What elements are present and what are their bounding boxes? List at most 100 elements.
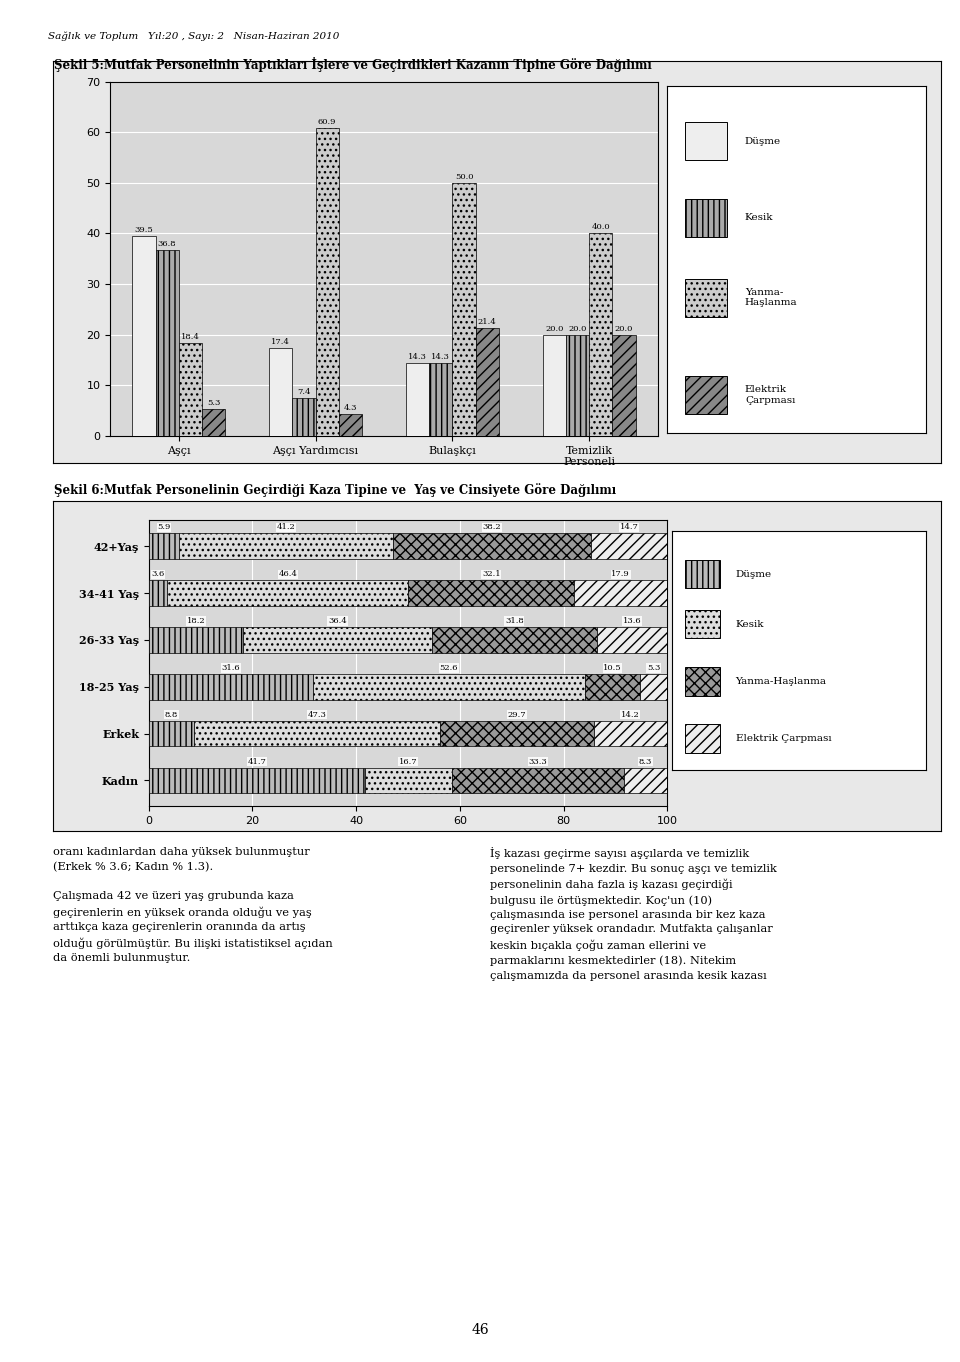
Text: Düşme: Düşme — [735, 569, 772, 579]
Text: 18.2: 18.2 — [186, 617, 205, 625]
Bar — [589, 233, 612, 436]
Bar — [475, 328, 499, 436]
Text: 41.7: 41.7 — [248, 757, 266, 765]
Text: 16.7: 16.7 — [399, 757, 418, 765]
Text: 8.3: 8.3 — [639, 757, 653, 765]
Text: 36.4: 36.4 — [328, 617, 347, 625]
Bar — [149, 534, 180, 558]
Bar — [313, 674, 586, 700]
Text: 29.7: 29.7 — [507, 711, 526, 719]
Text: 32.1: 32.1 — [482, 571, 500, 579]
Text: Kesik: Kesik — [745, 214, 774, 222]
Bar — [195, 720, 440, 746]
Text: 5.9: 5.9 — [157, 523, 171, 531]
Text: 14.3: 14.3 — [408, 354, 427, 361]
Text: 17.4: 17.4 — [272, 338, 290, 346]
Text: 18.4: 18.4 — [181, 332, 200, 340]
Bar — [293, 399, 316, 436]
Bar — [149, 720, 195, 746]
Text: 14.7: 14.7 — [619, 523, 638, 531]
Bar — [597, 627, 667, 652]
Bar — [365, 768, 451, 793]
FancyBboxPatch shape — [685, 123, 727, 161]
Text: 41.2: 41.2 — [276, 523, 296, 531]
Text: 46: 46 — [471, 1324, 489, 1337]
Bar — [243, 627, 432, 652]
Text: 5.3: 5.3 — [207, 399, 221, 407]
Text: 3.6: 3.6 — [152, 571, 165, 579]
Text: Şekil 5:Mutfak Personelinin Yaptıkları İşlere ve Geçirdikleri Kazanın Tipine Gör: Şekil 5:Mutfak Personelinin Yaptıkları İ… — [54, 57, 652, 72]
Bar — [149, 580, 167, 606]
Text: 14.2: 14.2 — [621, 711, 639, 719]
Text: 7.4: 7.4 — [298, 388, 311, 396]
Text: 60.9: 60.9 — [318, 117, 336, 125]
Bar — [149, 768, 365, 793]
Bar — [167, 580, 408, 606]
Text: Yanma-
Haşlanma: Yanma- Haşlanma — [745, 287, 798, 308]
Text: 20.0: 20.0 — [545, 324, 564, 332]
Bar — [624, 768, 667, 793]
Text: 20.0: 20.0 — [568, 324, 587, 332]
Text: 33.3: 33.3 — [529, 757, 547, 765]
Bar — [202, 409, 226, 436]
Bar — [269, 347, 293, 436]
Bar — [566, 335, 589, 436]
Text: 47.3: 47.3 — [307, 711, 326, 719]
Text: 10.5: 10.5 — [603, 663, 622, 671]
Text: 50.0: 50.0 — [455, 173, 473, 181]
Text: 31.6: 31.6 — [222, 663, 240, 671]
Text: 31.8: 31.8 — [505, 617, 523, 625]
Text: 5.3: 5.3 — [647, 663, 660, 671]
Bar — [179, 343, 202, 436]
Bar — [612, 335, 636, 436]
Bar — [586, 674, 639, 700]
Bar — [406, 364, 429, 436]
Text: 46.4: 46.4 — [278, 571, 298, 579]
Bar — [149, 627, 243, 652]
Text: Elektrik Çarpması: Elektrik Çarpması — [735, 734, 831, 744]
Bar — [432, 627, 597, 652]
Text: 52.6: 52.6 — [440, 663, 458, 671]
Bar — [132, 236, 156, 436]
Text: Elektrik
Çarpması: Elektrik Çarpması — [745, 385, 795, 405]
Bar — [542, 335, 566, 436]
Bar — [451, 768, 624, 793]
Bar — [574, 580, 667, 606]
Text: 4.3: 4.3 — [344, 405, 357, 413]
Text: 39.5: 39.5 — [134, 226, 154, 234]
FancyBboxPatch shape — [684, 667, 720, 696]
Bar — [452, 183, 475, 436]
Text: 21.4: 21.4 — [478, 317, 496, 326]
Bar — [429, 364, 452, 436]
Text: 36.8: 36.8 — [157, 240, 177, 248]
Bar — [156, 249, 179, 436]
Text: oranı kadınlardan daha yüksek bulunmuştur
(Erkek % 3.6; Kadın % 1.3).

Çalışmada: oranı kadınlardan daha yüksek bulunmuştu… — [53, 847, 332, 963]
Bar — [180, 534, 393, 558]
Bar — [591, 534, 667, 558]
Text: Kesik: Kesik — [735, 620, 764, 629]
Text: İş kazası geçirme sayısı aşçılarda ve temizlik
personelinde 7+ kezdir. Bu sonuç : İş kazası geçirme sayısı aşçılarda ve te… — [490, 847, 777, 981]
Bar — [393, 534, 591, 558]
Text: Şekil 6:Mutfak Personelinin Geçirdiği Kaza Tipine ve  Yaş ve Cinsiyete Göre Dağı: Şekil 6:Mutfak Personelinin Geçirdiği Ka… — [54, 484, 616, 497]
Bar — [149, 674, 313, 700]
Text: 8.8: 8.8 — [165, 711, 179, 719]
Text: Sağlık ve Toplum   Yıl:20 , Sayı: 2   Nisan-Haziran 2010: Sağlık ve Toplum Yıl:20 , Sayı: 2 Nisan-… — [48, 31, 340, 41]
Bar — [408, 580, 574, 606]
Text: 20.0: 20.0 — [615, 324, 634, 332]
FancyBboxPatch shape — [684, 725, 720, 753]
Bar — [440, 720, 593, 746]
Text: 38.2: 38.2 — [483, 523, 501, 531]
Bar — [593, 720, 667, 746]
Text: 17.9: 17.9 — [612, 571, 630, 579]
FancyBboxPatch shape — [685, 376, 727, 414]
FancyBboxPatch shape — [685, 199, 727, 237]
Bar — [339, 414, 362, 436]
Text: 40.0: 40.0 — [591, 223, 611, 232]
Bar — [639, 674, 667, 700]
Text: 14.3: 14.3 — [431, 354, 450, 361]
FancyBboxPatch shape — [684, 610, 720, 639]
Text: 13.6: 13.6 — [623, 617, 641, 625]
FancyBboxPatch shape — [685, 279, 727, 317]
Text: Yanma-Haşlanma: Yanma-Haşlanma — [735, 677, 827, 686]
Text: Düşme: Düşme — [745, 136, 781, 146]
